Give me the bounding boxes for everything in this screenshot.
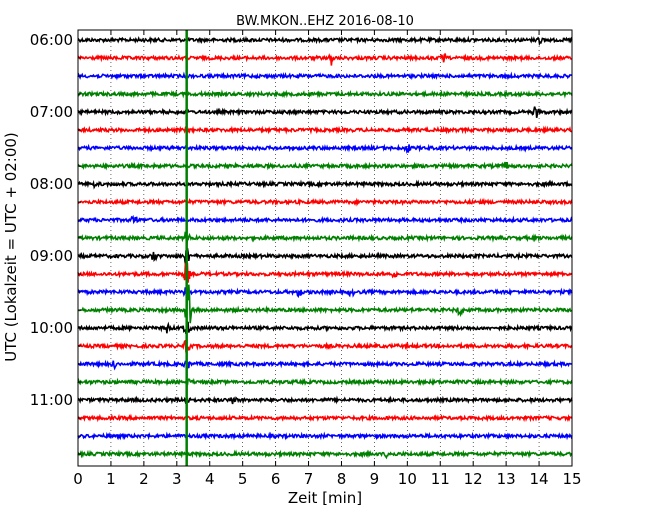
y-tick-label: 09:00 (30, 247, 73, 265)
y-tick-label: 06:00 (30, 31, 73, 49)
x-tick-label: 11 (431, 470, 450, 488)
grid-lines (110, 30, 540, 466)
tick-group: 0 1 2 3 4 5 6 7 8 9 10 11 12 13 14 1506:0007:0008:0009:… (30, 30, 582, 488)
trace-0800 (77, 179, 573, 190)
y-tick-label: 11:00 (30, 391, 73, 409)
trace-0845 (77, 231, 573, 247)
trace-0745 (77, 161, 573, 171)
trace-1100 (77, 395, 573, 405)
x-tick-label: 14 (530, 470, 549, 488)
trace-0915 (77, 261, 573, 284)
x-tick-label: 2 (139, 470, 149, 488)
x-tick-label: 3 (172, 470, 182, 488)
chart-title: BW.MKON..EHZ 2016-08-10 (236, 14, 414, 29)
y-tick-label: 08:00 (30, 175, 73, 193)
trace-0615 (77, 53, 572, 66)
trace-0900 (77, 247, 573, 264)
x-axis-label: Zeit [min] (288, 489, 362, 507)
plot-frame (77, 29, 573, 467)
trace-1045 (77, 377, 573, 387)
trace-0715 (77, 125, 573, 135)
x-tick-label: 6 (271, 470, 281, 488)
trace-1130 (77, 431, 573, 441)
trace-group (77, 35, 573, 460)
y-tick-label: 07:00 (30, 103, 73, 121)
x-tick-label: 12 (464, 470, 483, 488)
x-tick-label: 4 (205, 470, 215, 488)
trace-0600 (77, 35, 573, 47)
trace-0730 (77, 143, 573, 154)
trace-0830 (77, 214, 573, 225)
trace-1145 (77, 449, 573, 460)
x-tick-label: 15 (562, 470, 581, 488)
trace-0700 (77, 106, 573, 118)
trace-0630 (77, 71, 573, 81)
x-tick-label: 13 (497, 470, 516, 488)
trace-1015 (77, 339, 573, 353)
x-tick-label: 0 (73, 470, 83, 488)
x-tick-label: 5 (238, 470, 248, 488)
plot-border (77, 29, 573, 467)
trace-0815 (77, 197, 573, 207)
trace-1030 (77, 358, 573, 371)
x-tick-label: 8 (337, 470, 347, 488)
trace-0645 (77, 89, 573, 99)
x-tick-label: 10 (398, 470, 417, 488)
trace-1115 (77, 413, 573, 423)
x-tick-label: 7 (304, 470, 314, 488)
x-tick-label: 1 (106, 470, 116, 488)
x-tick-label: 9 (370, 470, 380, 488)
y-axis-label: UTC (Lokalzeit = UTC + 02:00) (2, 132, 20, 362)
trace-0930 (77, 287, 573, 305)
y-tick-label: 10:00 (30, 319, 73, 337)
trace-0945 (77, 284, 573, 324)
plot-area (78, 30, 572, 466)
trace-1000 (77, 319, 573, 334)
plot-background (78, 30, 572, 466)
